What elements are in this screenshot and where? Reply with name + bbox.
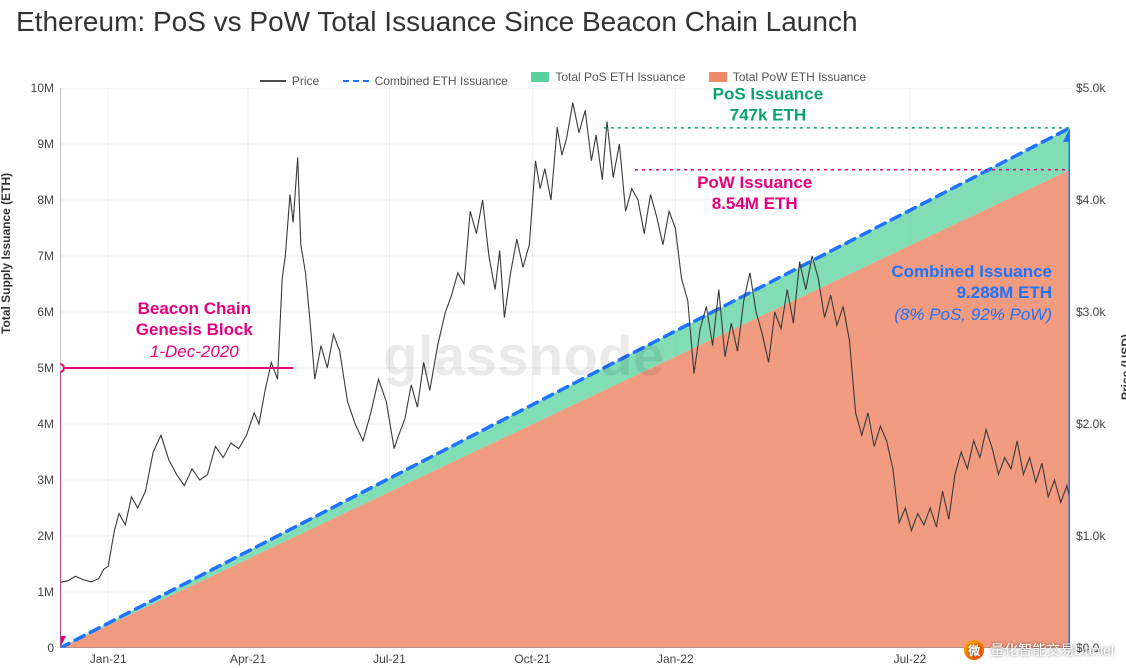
annotation-line: Combined Issuance bbox=[891, 261, 1052, 282]
y-left-tick: 4M bbox=[37, 417, 54, 431]
chart-title: Ethereum: PoS vs PoW Total Issuance Sinc… bbox=[16, 6, 858, 38]
weibo-label: 量化智能交易Daniel bbox=[990, 640, 1114, 660]
y-left-tick: 3M bbox=[37, 473, 54, 487]
y-right-tick: $2.0k bbox=[1076, 417, 1105, 431]
annotation-line: 8.54M ETH bbox=[697, 193, 812, 214]
y-right-tick: $3.0k bbox=[1076, 305, 1105, 319]
y-left-tick: 2M bbox=[37, 529, 54, 543]
x-tick: Jan-21 bbox=[90, 652, 127, 666]
annotation-combined: Combined Issuance 9.288M ETH (8% PoS, 92… bbox=[891, 261, 1052, 325]
x-tick: Jul-21 bbox=[373, 652, 406, 666]
legend-label: Total PoW ETH Issuance bbox=[733, 70, 866, 84]
annotation-line: 747k ETH bbox=[713, 105, 824, 126]
legend-item-pos: Total PoS ETH Issuance bbox=[531, 70, 685, 84]
y-left-axis-label: Total Supply Issuance (ETH) bbox=[0, 173, 13, 334]
y-right-tick: $4.0k bbox=[1076, 193, 1105, 207]
weibo-icon: 微 bbox=[964, 640, 984, 660]
y-left-tick: 9M bbox=[37, 137, 54, 151]
annotation-line: PoS Issuance bbox=[713, 83, 824, 104]
annotation-line: PoW Issuance bbox=[697, 172, 812, 193]
y-left-tick: 8M bbox=[37, 193, 54, 207]
x-tick: Apr-21 bbox=[230, 652, 266, 666]
legend-item-combined: Combined ETH Issuance bbox=[343, 74, 508, 88]
annotation-line: Beacon Chain bbox=[104, 298, 284, 319]
y-left-tick: 0 bbox=[47, 641, 54, 655]
y-right-tick: $1.0k bbox=[1076, 529, 1105, 543]
y-left-tick: 6M bbox=[37, 305, 54, 319]
annotation-pos: PoS Issuance 747k ETH bbox=[713, 83, 824, 126]
watermark: glassnode bbox=[383, 323, 664, 388]
y-right-tick: $5.0k bbox=[1076, 81, 1105, 95]
y-left-tick: 1M bbox=[37, 585, 54, 599]
annotation-line: Genesis Block bbox=[104, 319, 284, 340]
y-left-tick: 5M bbox=[37, 361, 54, 375]
annotation-pow: PoW Issuance 8.54M ETH bbox=[697, 172, 812, 215]
annotation-line: 1-Dec-2020 bbox=[104, 341, 284, 362]
plot-area: glassnode Beacon Chain Genesis Block 1-D… bbox=[60, 88, 1070, 648]
annotation-line: 9.288M ETH bbox=[891, 282, 1052, 303]
y-left-tick: 10M bbox=[31, 81, 54, 95]
x-tick: Oct-21 bbox=[514, 652, 550, 666]
x-tick: Jan-22 bbox=[657, 652, 694, 666]
legend-label: Total PoS ETH Issuance bbox=[555, 70, 685, 84]
legend-label: Price bbox=[292, 74, 319, 88]
legend-item-price: Price bbox=[260, 74, 319, 88]
legend-item-pow: Total PoW ETH Issuance bbox=[709, 70, 866, 84]
weibo-watermark: 微 量化智能交易Daniel bbox=[964, 640, 1114, 660]
y-right-axis-label: Price (USD) bbox=[1119, 334, 1126, 400]
annotation-genesis: Beacon Chain Genesis Block 1-Dec-2020 bbox=[104, 298, 284, 362]
y-left-tick: 7M bbox=[37, 249, 54, 263]
x-tick: Jul-22 bbox=[894, 652, 927, 666]
legend-label: Combined ETH Issuance bbox=[375, 74, 508, 88]
annotation-line: (8% PoS, 92% PoW) bbox=[891, 304, 1052, 325]
legend: Price Combined ETH Issuance Total PoS ET… bbox=[0, 70, 1126, 88]
